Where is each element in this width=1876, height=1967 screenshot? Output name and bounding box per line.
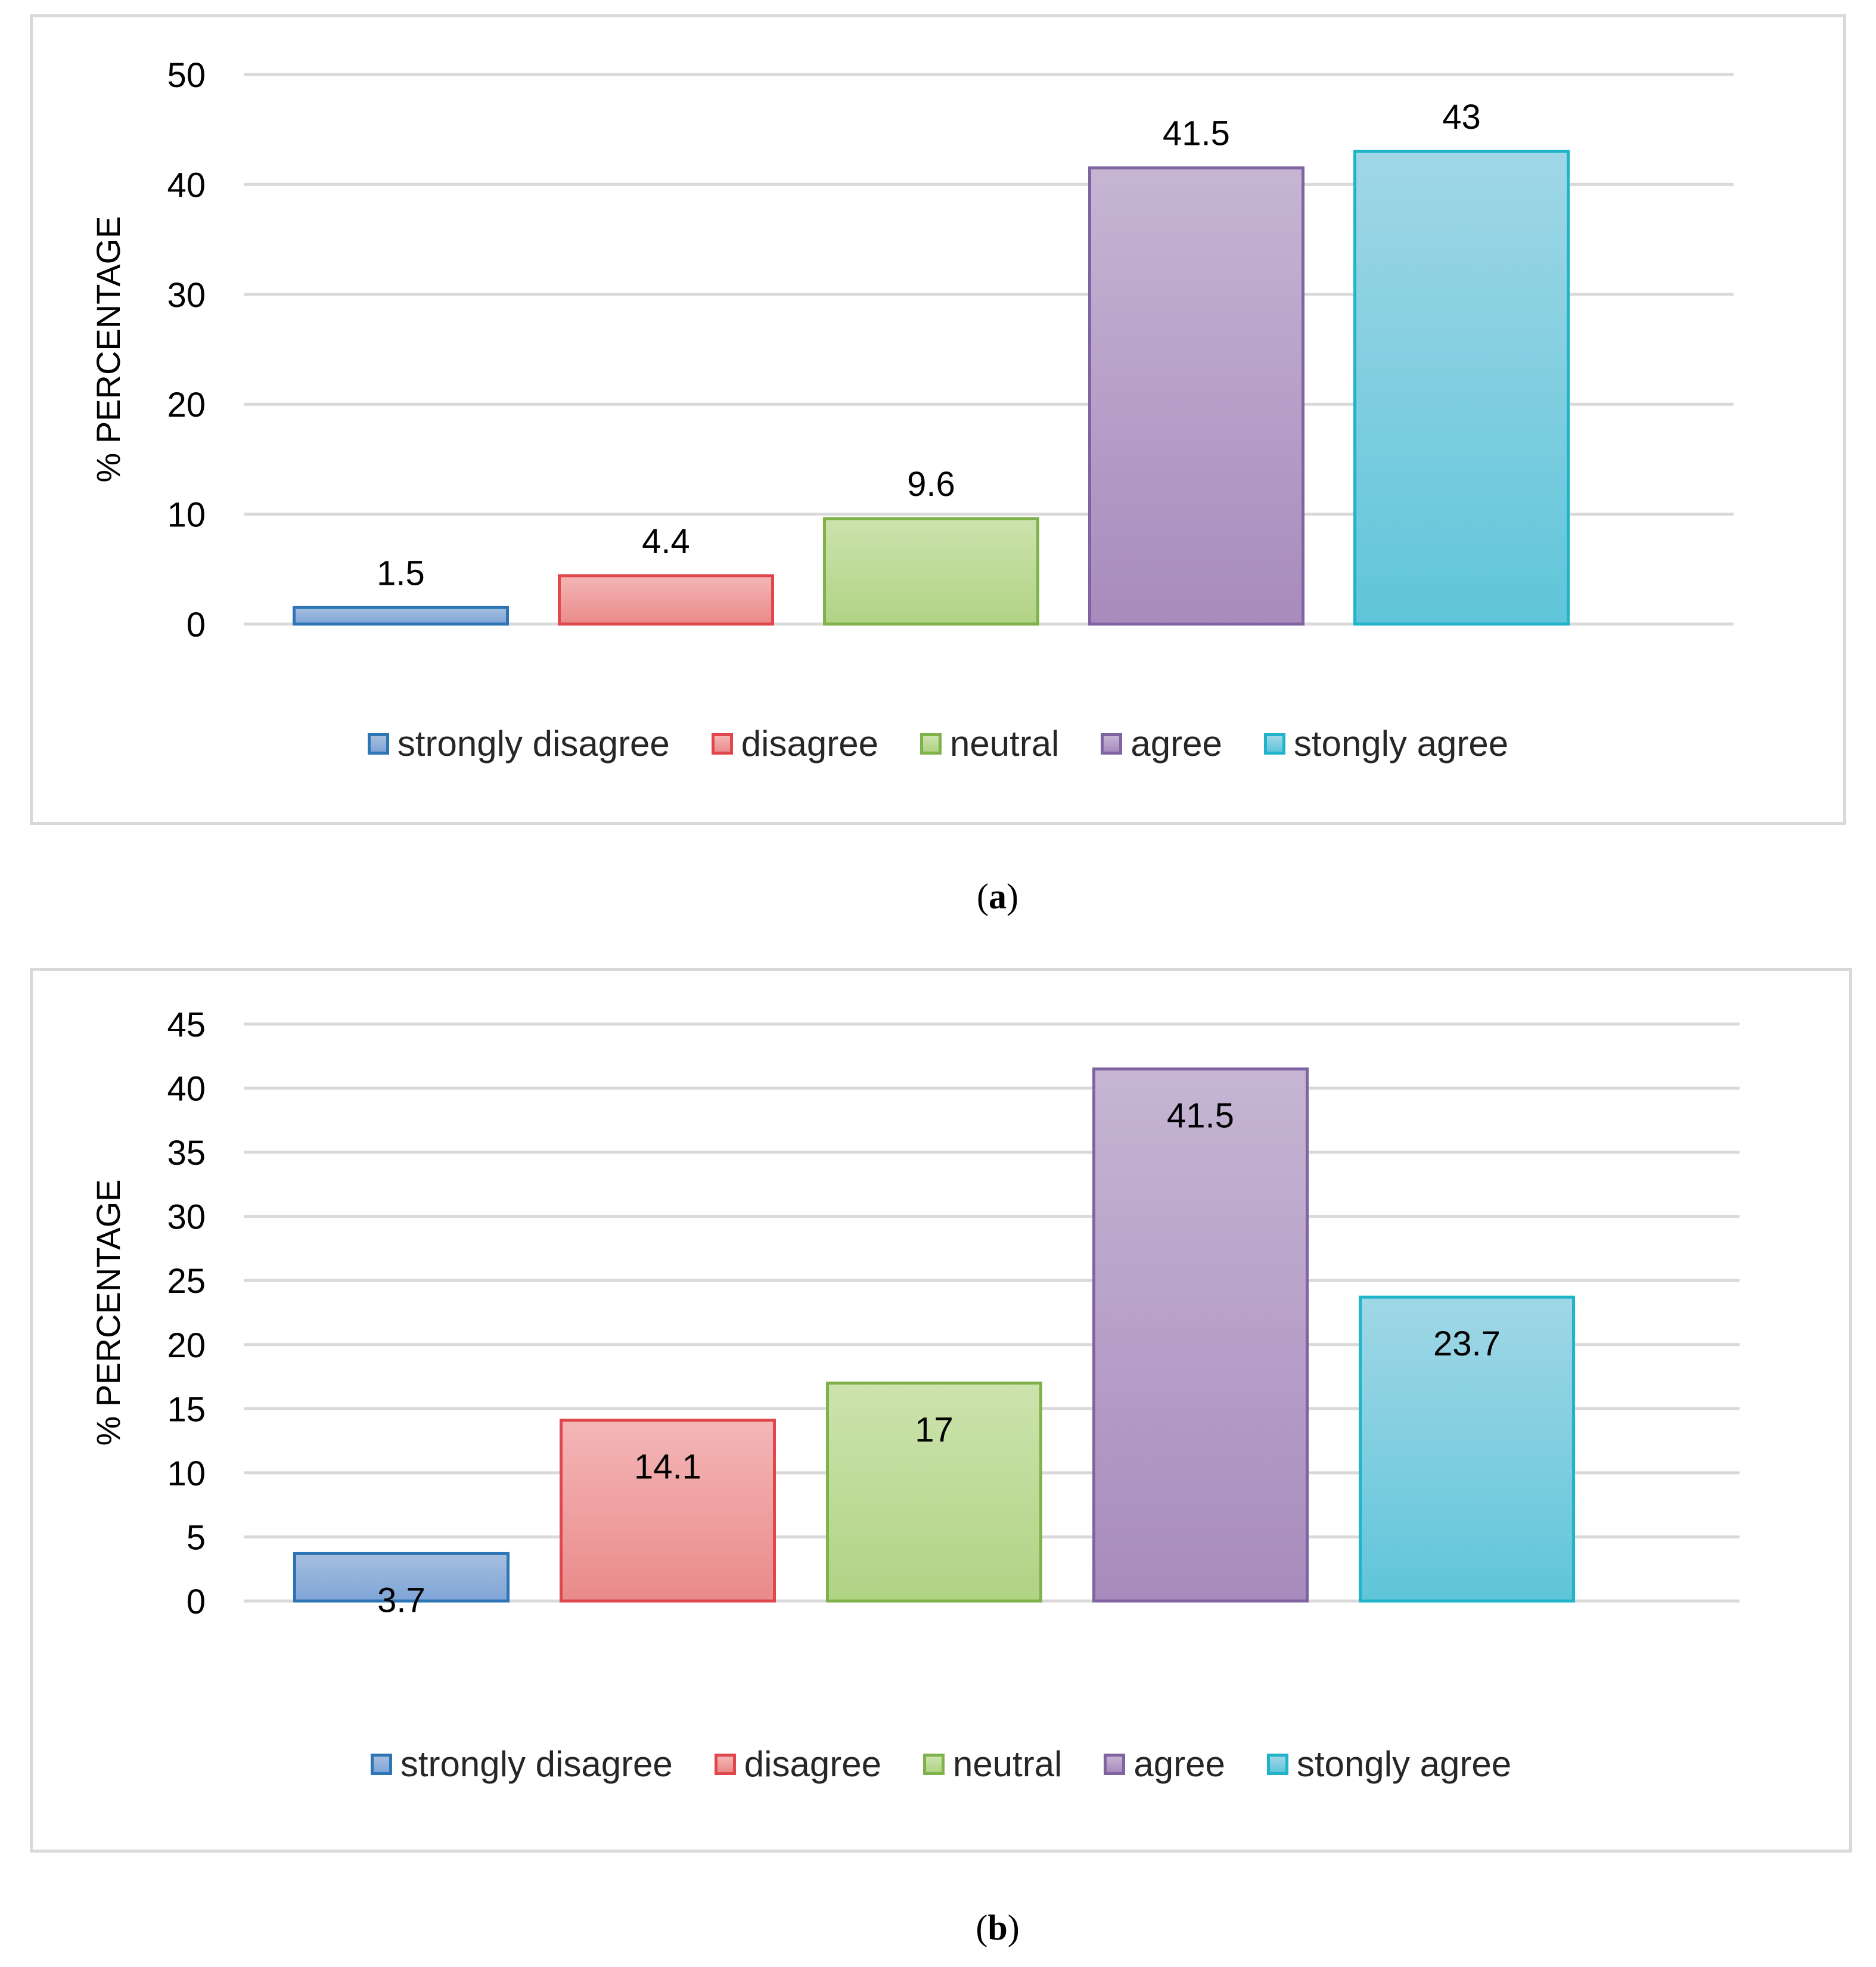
legend-swatch-a-4 bbox=[1263, 733, 1285, 755]
legend-item-b-disagree: disagree bbox=[714, 1743, 881, 1785]
legend-item-b-strongly-disagree: strongly disagree bbox=[370, 1743, 673, 1785]
data-label-b-agree: 41.5 bbox=[1167, 1096, 1234, 1135]
y-tick-label-a-30: 30 bbox=[167, 276, 206, 315]
y-tick-label-a-40: 40 bbox=[167, 166, 206, 204]
chart-panel-a: 0 10 20 30 40 50 % PERCENTAGE 1.5 4.4 9.6 41.5 43 s… bbox=[30, 14, 1846, 825]
legend-label-b-0: strongly disagree bbox=[400, 1744, 673, 1784]
y-tick-label-b-15: 15 bbox=[167, 1390, 206, 1429]
bar-b-strongly-disagree bbox=[293, 1552, 510, 1603]
legend-label-a-4: stongly agree bbox=[1293, 724, 1509, 764]
legend-item-b-stongly-agree: stongly agree bbox=[1266, 1743, 1512, 1785]
caption-a-letter: a bbox=[989, 877, 1007, 916]
legend-swatch-a-1 bbox=[711, 733, 733, 755]
legend-label-b-1: disagree bbox=[744, 1744, 881, 1784]
legend-swatch-b-3 bbox=[1104, 1753, 1126, 1775]
y-tick-label-a-50: 50 bbox=[167, 56, 206, 95]
bar-a-agree bbox=[1088, 166, 1304, 626]
caption-a: (a) bbox=[977, 877, 1018, 916]
data-label-b-strongly-disagree: 3.7 bbox=[377, 1581, 425, 1619]
chart-panel-b: 0 5 10 15 20 25 30 35 40 45 % PERCENTAGE 3.7 14.1 17 4… bbox=[30, 968, 1852, 1853]
data-label-a-disagree: 4.4 bbox=[642, 522, 690, 561]
data-label-b-stongly-agree: 23.7 bbox=[1433, 1324, 1501, 1363]
legend-item-b-neutral: neutral bbox=[923, 1743, 1062, 1785]
y-tick-label-a-10: 10 bbox=[167, 496, 206, 535]
legend-item-b-agree: agree bbox=[1104, 1743, 1225, 1785]
legend-label-b-3: agree bbox=[1133, 1744, 1225, 1784]
legend-label-b-2: neutral bbox=[952, 1744, 1063, 1784]
legend-swatch-b-1 bbox=[714, 1753, 736, 1775]
legend-swatch-a-0 bbox=[367, 733, 389, 755]
y-tick-label-b-45: 45 bbox=[167, 1006, 206, 1044]
y-tick-label-b-40: 40 bbox=[167, 1070, 206, 1109]
data-label-b-neutral: 17 bbox=[915, 1410, 953, 1449]
bar-a-stongly-agree bbox=[1353, 150, 1570, 626]
caption-b: (b) bbox=[976, 1908, 1020, 1947]
y-tick-label-b-25: 25 bbox=[167, 1262, 206, 1301]
bar-chart-a: 0 10 20 30 40 50 % PERCENTAGE 1.5 4.4 9.6 41.5 43 bbox=[89, 56, 1734, 644]
bar-b-neutral bbox=[826, 1381, 1042, 1603]
bar-a-neutral bbox=[823, 517, 1039, 626]
legend-label-a-3: agree bbox=[1130, 724, 1222, 764]
legend-a: strongly disagree disagree neutral agree sto… bbox=[33, 723, 1843, 764]
legend-item-a-agree: agree bbox=[1101, 723, 1222, 764]
y-tick-label-a-20: 20 bbox=[167, 386, 206, 424]
data-label-a-neutral: 9.6 bbox=[907, 465, 955, 504]
y-axis-label-a: % PERCENTAGE bbox=[89, 216, 127, 482]
bar-b-stongly-agree bbox=[1359, 1295, 1575, 1603]
bar-b-agree bbox=[1092, 1067, 1309, 1603]
legend-swatch-b-2 bbox=[923, 1753, 945, 1775]
legend-label-a-2: neutral bbox=[949, 724, 1060, 764]
bar-a-strongly-disagree bbox=[293, 606, 509, 626]
y-tick-label-b-20: 20 bbox=[167, 1326, 206, 1365]
y-tick-label-b-30: 30 bbox=[167, 1198, 206, 1237]
legend-label-a-0: strongly disagree bbox=[397, 724, 670, 764]
bar-b-disagree bbox=[560, 1419, 776, 1603]
bar-chart-b: 0 5 10 15 20 25 30 35 40 45 % PERCENTAGE 3.7 14.1 17 4… bbox=[89, 1006, 1740, 1621]
legend-item-a-neutral: neutral bbox=[920, 723, 1059, 764]
y-tick-label-b-5: 5 bbox=[187, 1518, 206, 1557]
legend-swatch-b-0 bbox=[370, 1753, 392, 1775]
y-tick-label-a-0: 0 bbox=[187, 606, 206, 644]
data-label-a-strongly-disagree: 1.5 bbox=[377, 554, 425, 592]
data-label-b-disagree: 14.1 bbox=[634, 1448, 701, 1487]
legend-swatch-a-2 bbox=[920, 733, 942, 755]
legend-swatch-a-3 bbox=[1101, 733, 1123, 755]
data-label-a-stongly-agree: 43 bbox=[1442, 98, 1481, 136]
y-tick-label-b-0: 0 bbox=[187, 1583, 206, 1621]
legend-item-a-stongly-agree: stongly agree bbox=[1263, 723, 1509, 764]
data-label-a-agree: 41.5 bbox=[1163, 114, 1230, 153]
legend-label-a-1: disagree bbox=[741, 724, 878, 764]
legend-item-a-disagree: disagree bbox=[711, 723, 878, 764]
y-tick-label-b-35: 35 bbox=[167, 1134, 206, 1172]
y-axis-label-b: % PERCENTAGE bbox=[89, 1179, 127, 1445]
legend-item-a-strongly-disagree: strongly disagree bbox=[367, 723, 670, 764]
bar-a-disagree bbox=[558, 574, 774, 626]
legend-label-b-4: stongly agree bbox=[1296, 1744, 1512, 1784]
legend-b: strongly disagree disagree neutral agree sto… bbox=[33, 1743, 1849, 1785]
legend-swatch-b-4 bbox=[1266, 1753, 1288, 1775]
caption-b-letter: b bbox=[987, 1908, 1008, 1947]
y-tick-label-b-10: 10 bbox=[167, 1454, 206, 1493]
